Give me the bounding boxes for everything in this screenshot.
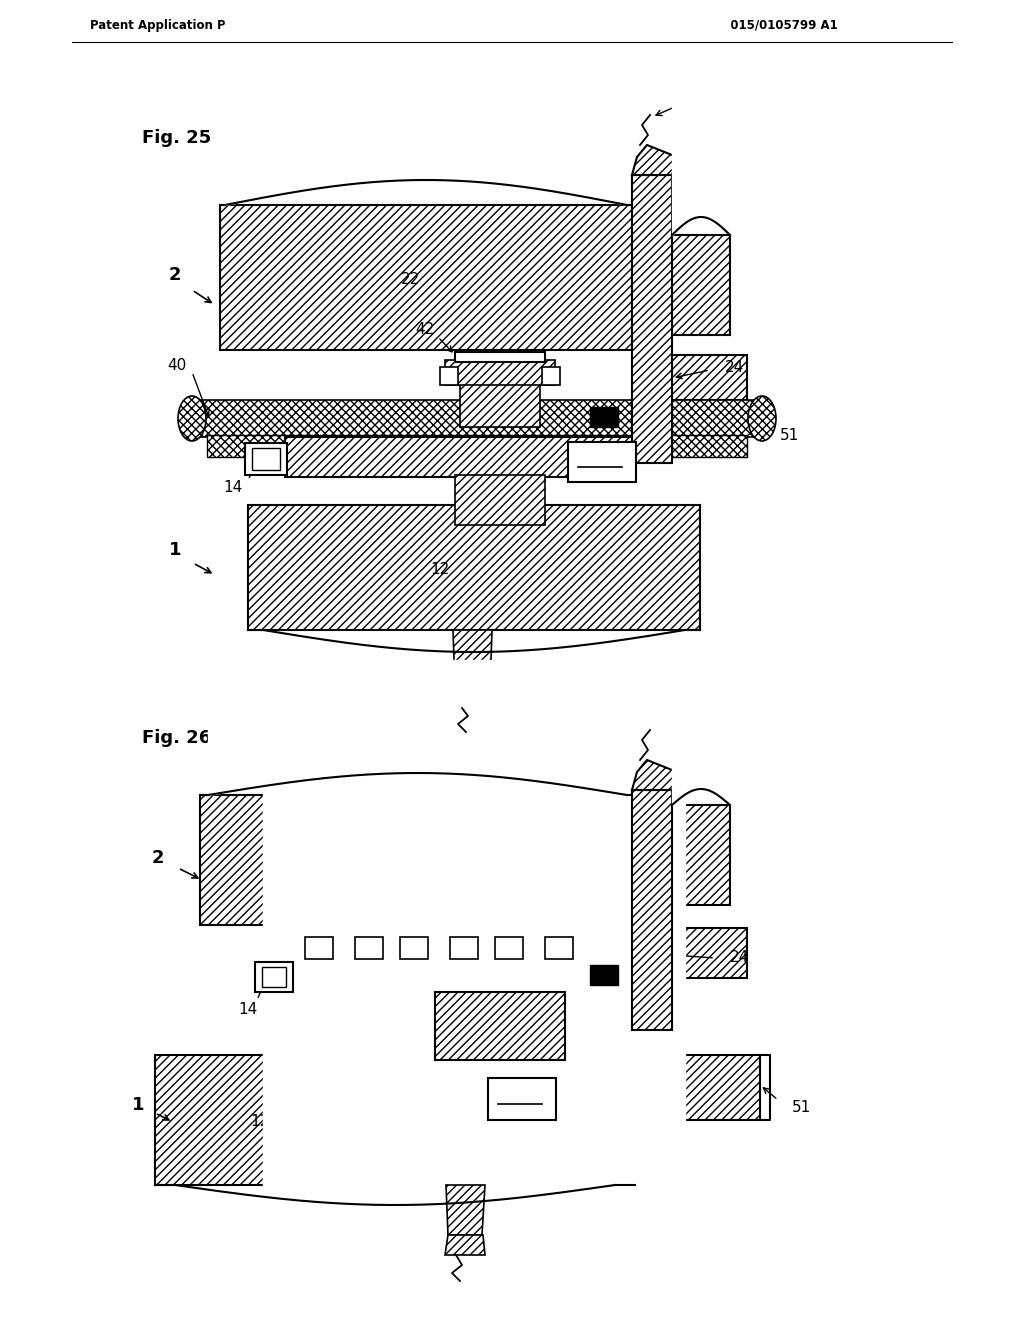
- Bar: [262, 968, 286, 987]
- Polygon shape: [445, 1236, 485, 1255]
- Bar: [460, 381, 540, 426]
- Polygon shape: [635, 1055, 760, 1119]
- Text: 2: 2: [169, 267, 181, 284]
- Text: 14: 14: [223, 480, 243, 495]
- Text: 22: 22: [400, 272, 420, 288]
- Bar: [545, 937, 573, 960]
- Bar: [440, 367, 458, 385]
- Text: 51: 51: [780, 428, 800, 442]
- Text: Fig. 26: Fig. 26: [142, 729, 211, 747]
- Text: 40: 40: [167, 358, 186, 372]
- Polygon shape: [672, 805, 730, 906]
- Polygon shape: [672, 235, 730, 335]
- Bar: [245, 444, 287, 475]
- Text: 1: 1: [132, 1096, 144, 1114]
- Bar: [193, 400, 762, 437]
- Text: US 2015/0105799 A1: US 2015/0105799 A1: [700, 18, 838, 32]
- Polygon shape: [632, 145, 677, 176]
- Polygon shape: [220, 205, 632, 350]
- Text: 24: 24: [730, 950, 750, 965]
- Text: 42: 42: [416, 322, 434, 338]
- Bar: [542, 367, 560, 385]
- Bar: [305, 937, 333, 960]
- Ellipse shape: [748, 396, 776, 441]
- Bar: [285, 437, 635, 477]
- Bar: [488, 1078, 556, 1119]
- Bar: [590, 965, 618, 985]
- Text: 14: 14: [239, 1002, 258, 1018]
- Polygon shape: [200, 795, 632, 925]
- Text: 10: 10: [498, 1278, 517, 1292]
- Text: 50: 50: [592, 454, 611, 470]
- Bar: [455, 352, 545, 362]
- Polygon shape: [632, 760, 677, 789]
- Bar: [455, 475, 545, 525]
- Bar: [672, 928, 746, 978]
- Text: 24: 24: [725, 360, 744, 375]
- Text: 1: 1: [169, 541, 181, 558]
- Text: Fig. 25: Fig. 25: [142, 129, 211, 147]
- Text: 20: 20: [710, 693, 729, 708]
- Bar: [400, 937, 428, 960]
- Bar: [495, 937, 523, 960]
- Bar: [435, 993, 565, 1060]
- Text: 12: 12: [251, 1114, 269, 1130]
- Polygon shape: [248, 506, 700, 630]
- Polygon shape: [453, 630, 492, 690]
- Text: 51: 51: [792, 1100, 811, 1114]
- Polygon shape: [632, 176, 672, 463]
- Text: Patent Application Publication: Patent Application Publication: [90, 18, 291, 32]
- Text: 22: 22: [366, 855, 385, 870]
- Text: 2: 2: [152, 849, 164, 867]
- Polygon shape: [155, 1055, 635, 1185]
- Polygon shape: [632, 789, 672, 1030]
- Text: Apr. 16, 2015  Sheet 14 of 14: Apr. 16, 2015 Sheet 14 of 14: [334, 18, 526, 32]
- Bar: [207, 436, 746, 457]
- Text: 10: 10: [480, 722, 500, 738]
- Text: 50: 50: [512, 1092, 531, 1106]
- Bar: [445, 360, 555, 385]
- Bar: [255, 962, 293, 993]
- Ellipse shape: [178, 396, 206, 441]
- Bar: [450, 937, 478, 960]
- Polygon shape: [452, 690, 492, 710]
- Bar: [568, 442, 636, 482]
- Bar: [672, 355, 746, 400]
- Bar: [355, 937, 383, 960]
- Bar: [590, 407, 618, 426]
- Text: 20: 20: [710, 84, 729, 99]
- Bar: [290, 957, 635, 995]
- Text: 12: 12: [430, 562, 450, 578]
- Bar: [252, 447, 280, 470]
- Polygon shape: [446, 1185, 485, 1236]
